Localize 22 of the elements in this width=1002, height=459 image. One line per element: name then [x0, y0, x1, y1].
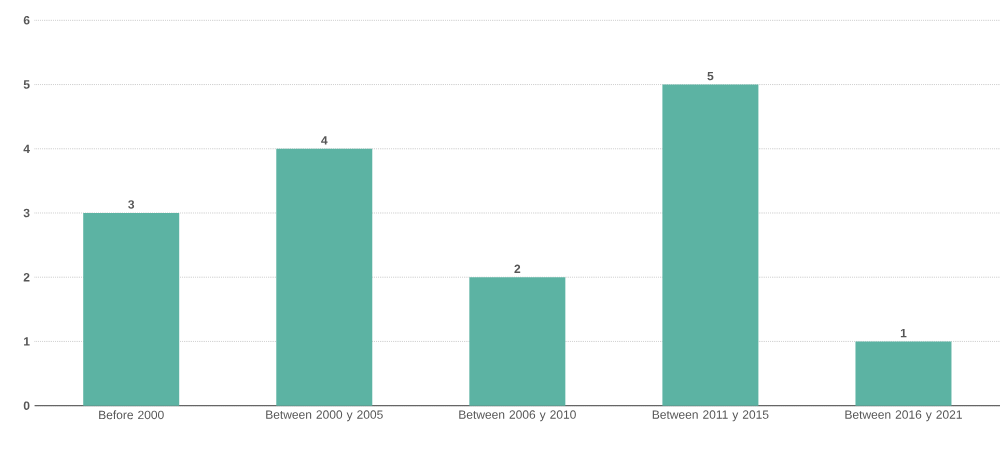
data-label: 5 — [707, 71, 714, 81]
data-label: 2 — [514, 264, 521, 273]
data-label: 1 — [900, 328, 907, 338]
y-tick-label: 1 — [24, 337, 30, 346]
x-tick-label: Between 2016 y 2021 — [845, 410, 962, 422]
bar — [83, 212, 180, 406]
bar — [855, 341, 952, 406]
bar — [276, 148, 373, 406]
bar — [662, 84, 759, 406]
x-tick-label: Between 2000 y 2005 — [266, 410, 383, 422]
y-tick-label: 0 — [23, 401, 30, 410]
x-tick-label: Between 2011 y 2015 — [652, 410, 769, 422]
y-tick-label: 4 — [23, 144, 30, 153]
y-tick-label: 5 — [23, 80, 30, 89]
y-tick-label: 2 — [23, 273, 30, 282]
bar — [469, 277, 566, 406]
x-tick-label: Before 2000 — [99, 410, 164, 420]
x-tick-label: Between 2006 y 2010 — [459, 410, 576, 422]
y-tick-label: 3 — [23, 208, 30, 218]
data-label: 3 — [128, 200, 135, 209]
y-tick-label: 6 — [23, 16, 30, 25]
data-label: 4 — [321, 136, 328, 145]
